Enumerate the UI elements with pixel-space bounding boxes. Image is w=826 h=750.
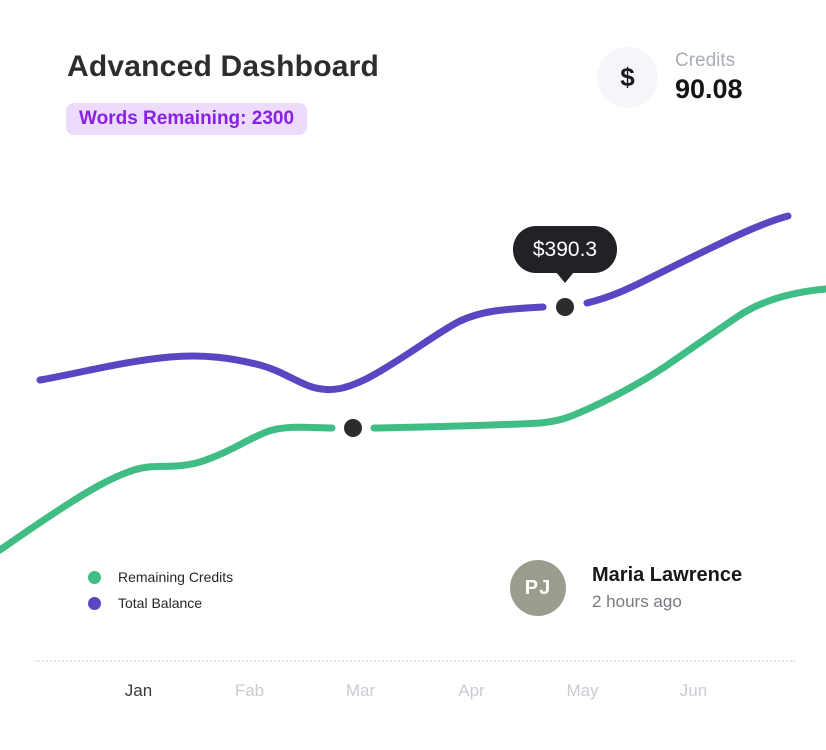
user-name: Maria Lawrence xyxy=(592,564,743,586)
avatar[interactable]: PJ xyxy=(510,560,566,616)
month-label-may[interactable]: May xyxy=(566,681,599,700)
user-info: Maria Lawrence 2 hours ago xyxy=(592,560,742,612)
credits-info: Credits 90.08 xyxy=(675,50,743,105)
credits-widget: $ Credits 90.08 xyxy=(597,47,743,108)
purple-dot-icon xyxy=(88,596,101,610)
month-label-jun[interactable]: Jun xyxy=(679,681,708,700)
x-axis-dotted-line xyxy=(35,660,795,662)
balance-point-marker[interactable] xyxy=(556,298,574,316)
line-chart xyxy=(0,212,826,554)
dollar-icon: $ xyxy=(597,47,658,108)
chart-tooltip: $390.3 xyxy=(513,226,617,273)
balance-line-segment-1 xyxy=(36,303,547,394)
credits-point-marker[interactable] xyxy=(344,419,362,437)
credits-line-segment-2 xyxy=(370,285,826,432)
user-card[interactable]: PJ Maria Lawrence 2 hours ago xyxy=(510,560,742,616)
credits-value: 90.08 xyxy=(675,74,743,104)
month-label-jan[interactable]: Jan xyxy=(124,681,153,700)
legend-item-remaining-credits[interactable]: Remaining Credits xyxy=(88,569,233,585)
x-axis-labels: Jan Fab Mar Apr May Jun xyxy=(83,681,749,701)
chart-legend: Remaining Credits Total Balance xyxy=(88,569,233,611)
month-label-mar[interactable]: Mar xyxy=(345,681,376,700)
green-dot-icon xyxy=(88,570,101,584)
user-timestamp: 2 hours ago xyxy=(592,592,682,611)
credits-label: Credits xyxy=(675,50,736,71)
month-label-fab[interactable]: Fab xyxy=(234,681,265,700)
balance-line-segment-2 xyxy=(583,212,792,307)
page-title: Advanced Dashboard xyxy=(67,50,380,83)
words-remaining-badge: Words Remaining: 2300 xyxy=(66,103,308,135)
month-label-apr[interactable]: Apr xyxy=(458,681,485,700)
legend-label: Total Balance xyxy=(118,595,203,611)
legend-label: Remaining Credits xyxy=(118,569,234,585)
credits-line-segment-1 xyxy=(0,423,336,554)
legend-item-total-balance[interactable]: Total Balance xyxy=(88,595,233,611)
